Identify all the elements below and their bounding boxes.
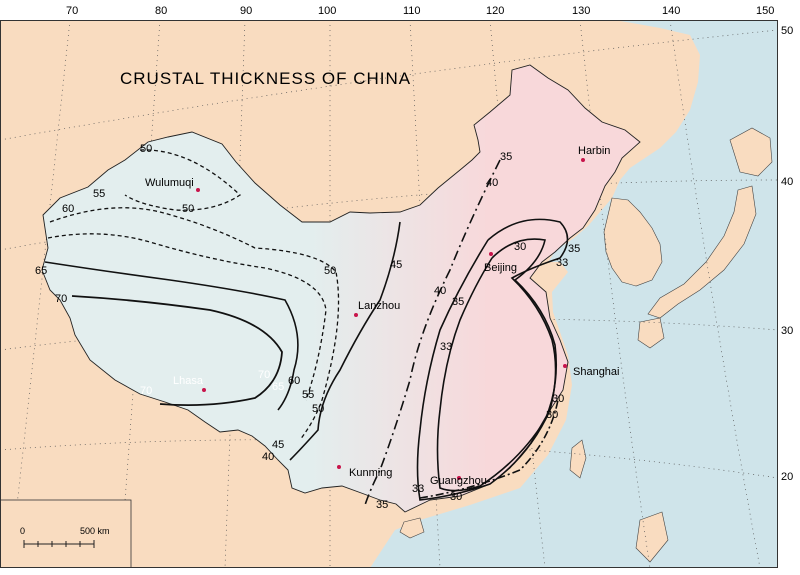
latitude-label: 30 [781,325,793,337]
longitude-labels: 70 80 90 100 110 120 130 140 150 [66,5,774,17]
isoline-30 [419,399,559,499]
contour-label: 65 [272,381,284,393]
contour-label: 30 [546,409,558,421]
hokkaido-island [729,127,773,177]
city-label-beijing: Beijing [484,262,517,274]
contour-label: 30 [552,393,564,405]
cities: Wulumuqi Lanzhou Lhasa Kunming Beijing H… [145,145,620,487]
contour-label: 60 [62,203,74,215]
scale-bar: 0 500 km [0,499,132,568]
contour-label: 33 [556,257,568,269]
longitude-label: 80 [155,5,167,17]
longitude-label: 90 [240,5,252,17]
longitude-label: 120 [486,5,504,17]
scale-distance: 500 km [80,526,110,536]
longitude-label: 130 [572,5,590,17]
city-label-wulumuqi: Wulumuqi [145,177,194,189]
city-dot-lhasa [202,388,206,392]
isoline-40 [364,159,501,506]
city-dot-shanghai [563,364,567,368]
isoline-35 [416,218,569,501]
korea-peninsula [603,197,663,287]
isolines [44,149,569,506]
contour-label: 45 [390,259,402,271]
contour-label: 33 [412,483,424,495]
city-dot-kunming [337,465,341,469]
isoline-45 [289,221,401,461]
contour-label: 33 [440,341,452,353]
city-label-shanghai: Shanghai [573,366,620,378]
latitude-label: 20 [781,471,793,483]
contour-label: 65 [35,265,47,277]
scale-zero: 0 [20,526,25,536]
city-dot-wulumuqi [196,188,200,192]
contour-label: 50 [324,265,336,277]
isoline-65 [44,261,299,411]
city-label-harbin: Harbin [578,145,610,157]
city-label-kunming: Kunming [349,467,392,479]
contour-label: 70 [55,293,67,305]
contour-label: 30 [514,241,526,253]
contour-label: 35 [452,296,464,308]
city-dot-guangzhou [457,476,461,480]
city-label-guangzhou: Guangzhou [430,475,487,487]
longitude-label: 100 [318,5,336,17]
isoline-60 [47,233,327,401]
kyushu-island [637,317,665,349]
latitude-label: 50 [781,25,793,37]
contour-label: 40 [262,451,274,463]
contour-labels: 50 55 60 50 65 70 70 70 65 60 55 50 50 4… [35,143,580,511]
city-dot-lanzhou [354,313,358,317]
contour-label: 40 [486,177,498,189]
city-dot-beijing [489,252,493,256]
latitude-labels: 50 40 30 20 [781,25,793,483]
basemap: Wulumuqi Lanzhou Lhasa Kunming Beijing H… [0,20,778,568]
contour-label: 50 [312,403,324,415]
isoline-50-north [124,149,242,211]
isoline-55 [49,207,340,441]
map-frame [0,20,778,568]
longitude-label: 110 [403,5,421,17]
contour-label: 70 [258,369,270,381]
contour-label: 40 [434,285,446,297]
contour-label: 55 [302,389,314,401]
contour-label: 30 [450,491,462,503]
longitude-label: 140 [662,5,680,17]
hainan-island [399,517,425,539]
contour-label: 50 [182,203,194,215]
contour-label: 35 [500,151,512,163]
taiwan-island [569,439,587,479]
luzon-island [635,511,669,563]
contour-label: 45 [272,439,284,451]
city-dot-harbin [581,158,585,162]
isoline-70 [71,295,283,407]
scale-box [0,499,132,568]
isoline-33 [436,238,558,492]
longitude-label: 150 [756,5,774,17]
map-title: CRUSTAL THICKNESS OF CHINA [120,69,411,88]
contour-label: 70 [140,385,152,397]
contour-label: 60 [288,375,300,387]
city-label-lanzhou: Lanzhou [358,300,400,312]
sea [370,20,778,568]
latitude-label: 40 [781,176,793,188]
longitude-label: 70 [66,5,78,17]
city-label-lhasa: Lhasa [173,375,204,387]
contour-label: 35 [376,499,388,511]
contour-label: 50 [140,143,152,155]
contour-label: 55 [93,188,105,200]
contour-label: 35 [568,243,580,255]
